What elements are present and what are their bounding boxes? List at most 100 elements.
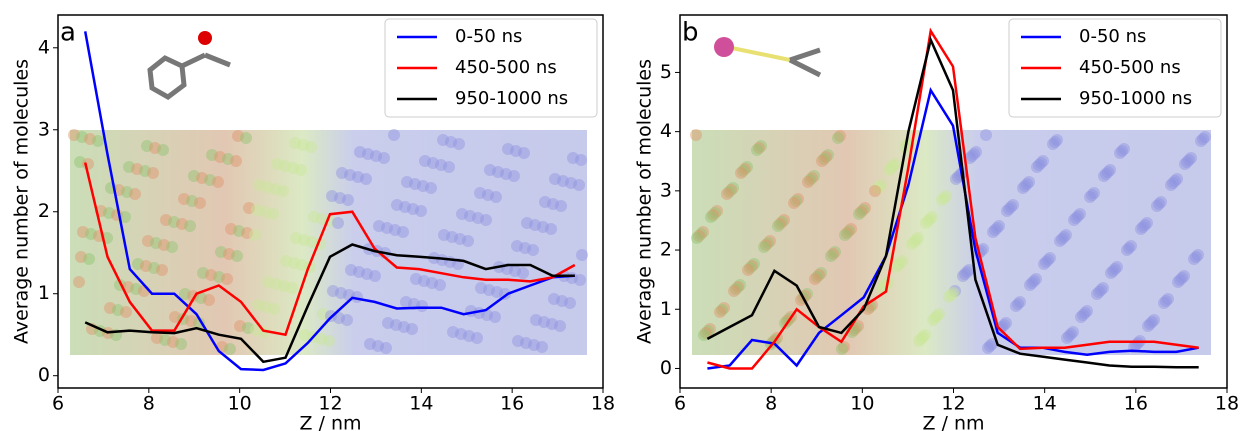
membrane-bead — [709, 207, 721, 219]
membrane-bead — [234, 320, 246, 332]
membrane-bead — [1190, 251, 1202, 263]
membrane-bead — [1079, 307, 1091, 319]
membrane-bead — [123, 161, 135, 173]
membrane-bead — [280, 255, 292, 267]
membrane-bead — [1188, 253, 1200, 265]
membrane-bead — [1007, 199, 1019, 211]
membrane-bead — [443, 161, 455, 173]
membrane-bead — [556, 295, 568, 307]
membrane-bead — [1098, 170, 1110, 182]
membrane-bead — [327, 285, 339, 297]
membrane-bead — [372, 340, 384, 352]
membrane-bead — [298, 234, 310, 246]
membrane-bead — [829, 246, 841, 258]
membrane-bead — [1153, 198, 1165, 210]
oxygen — [198, 31, 212, 45]
membrane-bead — [931, 310, 943, 322]
membrane-bead — [434, 279, 446, 291]
membrane-bead — [940, 190, 952, 202]
membrane-bead — [354, 146, 366, 158]
membrane-bead — [825, 250, 837, 262]
membrane-bead — [332, 217, 344, 229]
membrane-bead — [705, 211, 717, 223]
membrane-bead — [438, 229, 450, 241]
membrane-bead — [483, 284, 495, 296]
membrane-bead — [484, 164, 496, 176]
membrane-bead — [1051, 134, 1063, 146]
membrane-bead — [409, 178, 421, 190]
membrane-bead — [546, 318, 558, 330]
membrane-bead — [920, 217, 932, 229]
membrane-bead — [1111, 261, 1123, 273]
membrane-bead — [83, 253, 95, 265]
membrane-bead — [1019, 180, 1031, 192]
membrane-bead — [811, 271, 823, 283]
membrane-bead — [267, 208, 279, 220]
membrane-bead — [221, 273, 233, 285]
membrane-bead — [843, 225, 855, 237]
membrane-bead — [984, 340, 996, 352]
membrane-bead — [242, 322, 254, 334]
membrane-bead — [390, 319, 402, 331]
membrane-bead — [993, 220, 1005, 232]
membrane-bead — [188, 170, 200, 182]
bond — [726, 45, 791, 62]
membrane-bead — [1031, 161, 1043, 173]
x-tick-label: 6 — [674, 393, 686, 415]
membrane-bead — [718, 302, 730, 314]
bond — [788, 57, 822, 78]
membrane-bead — [804, 174, 816, 186]
membrane-bead — [131, 163, 143, 175]
membrane-bead — [1179, 158, 1191, 170]
membrane-bead — [388, 129, 400, 141]
membrane-bead — [802, 176, 814, 188]
membrane-bead — [204, 174, 216, 186]
membrane-bead — [445, 136, 457, 148]
membrane-bead — [852, 320, 864, 332]
membrane-bead — [308, 211, 320, 223]
membrane-bead — [838, 341, 850, 353]
membrane-bead — [364, 338, 376, 350]
membrane-bead — [336, 167, 348, 179]
membrane-bead — [295, 164, 307, 176]
membrane-bead — [1165, 179, 1177, 191]
membrane-bead — [156, 264, 168, 276]
membrane-bead — [832, 132, 844, 144]
y-tick-label: 2 — [660, 239, 672, 261]
membrane-bead — [790, 195, 802, 207]
membrane-bead — [178, 193, 190, 205]
y-axis-label: Average number of molecules — [11, 59, 33, 344]
membrane-bead — [806, 172, 818, 184]
membrane-bead — [406, 323, 418, 335]
membrane-bead — [286, 282, 298, 294]
membrane-bead — [489, 311, 501, 323]
membrane-bead — [924, 213, 936, 225]
membrane-bead — [119, 211, 131, 223]
membrane-bead — [1114, 147, 1126, 159]
membrane-bead — [1024, 279, 1036, 291]
membrane-bead — [1195, 135, 1207, 147]
membrane-bead — [373, 220, 385, 232]
bond — [789, 47, 821, 63]
membrane-bead — [1199, 131, 1211, 143]
membrane-bead — [730, 283, 742, 295]
y-axis-label: Average number of molecules — [634, 59, 656, 344]
membrane-bead — [76, 131, 88, 143]
membrane-bead — [813, 269, 825, 281]
membrane-bead — [342, 194, 354, 206]
membrane-bead — [415, 205, 427, 217]
membrane-bead — [1185, 152, 1197, 164]
membrane-bead — [141, 140, 153, 152]
membrane-bead — [1197, 133, 1209, 145]
membrane-bead — [982, 342, 994, 354]
legend-box — [1008, 18, 1222, 118]
membrane-bead — [947, 287, 959, 299]
membrane-bead — [998, 319, 1010, 331]
membrane-bead — [142, 235, 154, 247]
membrane-bead — [557, 175, 569, 187]
membrane-bead — [980, 129, 992, 141]
membrane-bead — [389, 224, 401, 236]
series-line — [706, 36, 1199, 369]
bond — [204, 52, 231, 68]
membrane-bead — [892, 259, 904, 271]
